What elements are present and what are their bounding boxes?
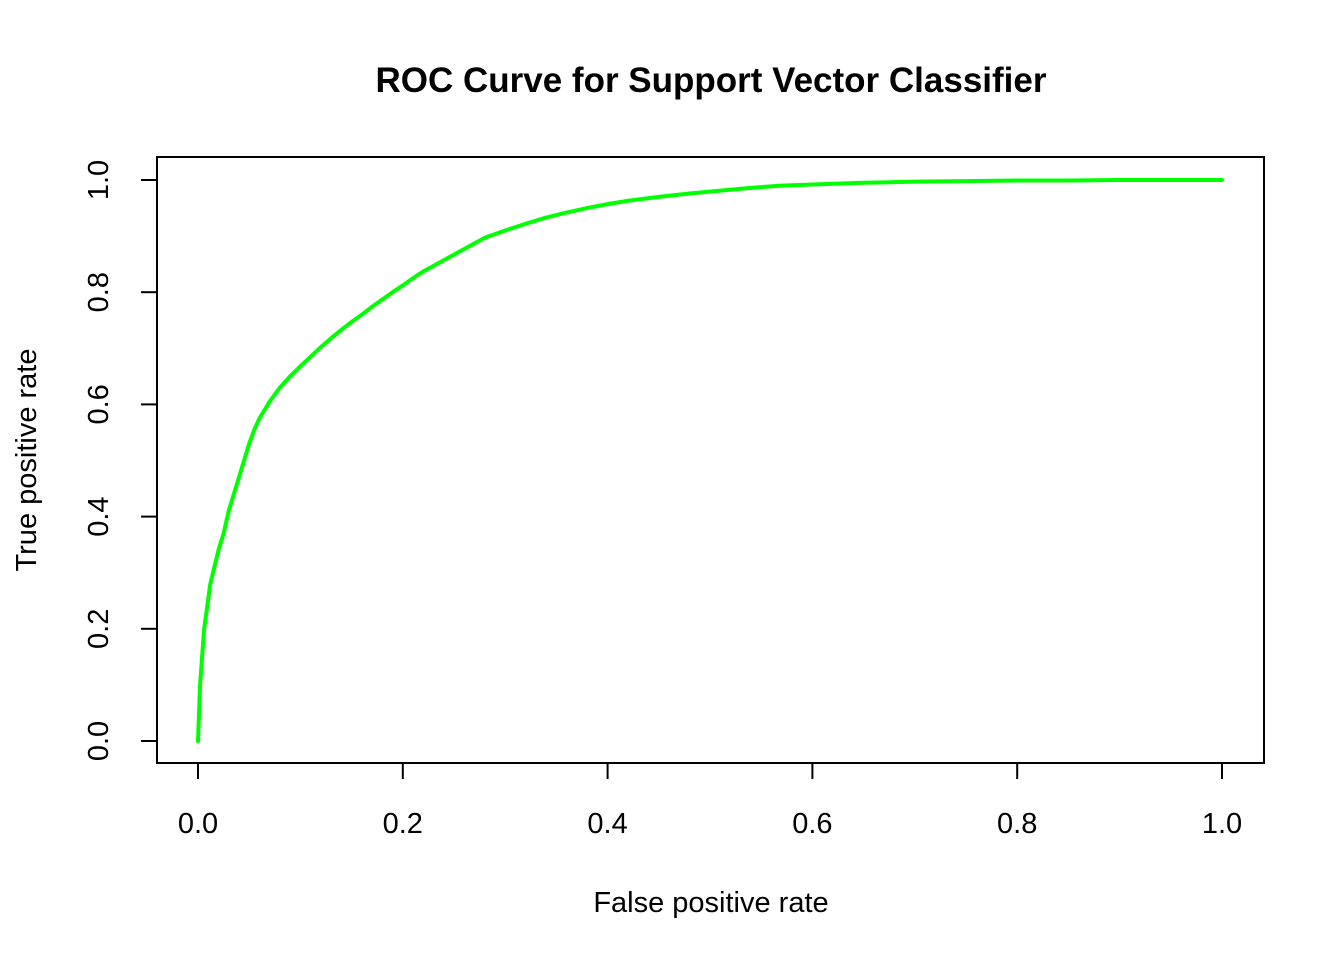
roc-curve-line — [196, 178, 1224, 743]
y-tick-label: 0.2 — [83, 609, 115, 649]
x-tick-label: 0.4 — [587, 808, 627, 840]
x-tick-label: 0.0 — [178, 808, 218, 840]
y-tick-label: 0.8 — [83, 272, 115, 312]
y-tick-label: 0.0 — [83, 721, 115, 761]
series-layer — [196, 178, 1224, 743]
plot-frame — [156, 156, 1265, 764]
y-tick-label: 1.0 — [83, 160, 115, 200]
x-axis-label: False positive rate — [593, 887, 828, 919]
y-axis: 0.0 0.2 0.4 0.6 0.8 1.0 — [83, 160, 157, 761]
x-axis: 0.0 0.2 0.4 0.6 0.8 1.0 — [178, 763, 1242, 840]
chart-title: ROC Curve for Support Vector Classifier — [376, 61, 1047, 100]
y-tick-label: 0.4 — [83, 496, 115, 536]
y-tick-label: 0.6 — [83, 384, 115, 424]
x-tick-label: 0.8 — [997, 808, 1037, 840]
x-tick-label: 1.0 — [1202, 808, 1242, 840]
x-tick-label: 0.6 — [792, 808, 832, 840]
y-axis-label: True positive rate — [11, 349, 43, 572]
x-tick-label: 0.2 — [383, 808, 423, 840]
